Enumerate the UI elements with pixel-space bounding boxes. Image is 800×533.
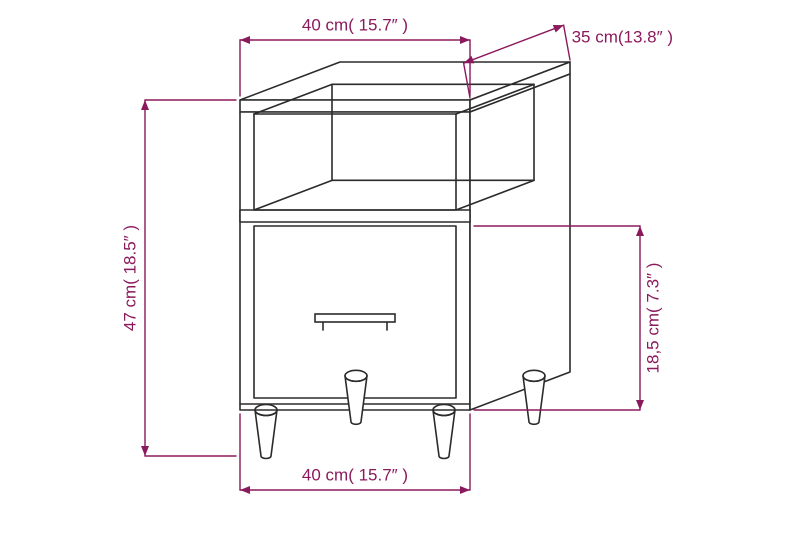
dim-top-width: 40 cm( 15.7″ ) <box>302 15 408 34</box>
dim-right-drawer: 18,5 cm( 7.3″ ) <box>643 263 662 374</box>
dim-left-height: 47 cm( 18.5″ ) <box>120 225 139 331</box>
dim-top-depth: 35 cm(13.8″ ) <box>572 28 673 47</box>
nightstand-line-drawing <box>240 62 570 459</box>
dim-bottom-width: 40 cm( 15.7″ ) <box>302 465 408 484</box>
